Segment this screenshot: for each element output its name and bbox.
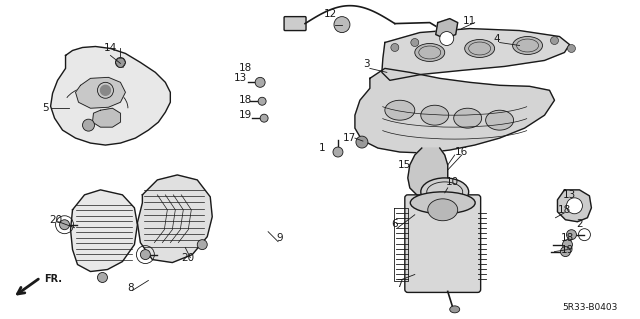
- Circle shape: [334, 17, 350, 33]
- Ellipse shape: [513, 37, 543, 55]
- Text: 20: 20: [49, 215, 62, 225]
- Polygon shape: [557, 190, 591, 222]
- Ellipse shape: [420, 105, 449, 125]
- Circle shape: [563, 240, 572, 249]
- Text: 18: 18: [239, 63, 252, 73]
- Text: 4: 4: [493, 33, 500, 43]
- Ellipse shape: [486, 110, 513, 130]
- Ellipse shape: [428, 199, 458, 221]
- FancyBboxPatch shape: [405, 195, 481, 293]
- Text: 3: 3: [364, 59, 370, 70]
- Polygon shape: [355, 68, 554, 153]
- Ellipse shape: [415, 43, 445, 62]
- Polygon shape: [436, 19, 458, 39]
- Text: 14: 14: [104, 43, 117, 54]
- Circle shape: [97, 272, 108, 282]
- Text: 19: 19: [561, 245, 574, 255]
- Circle shape: [333, 147, 343, 157]
- Circle shape: [566, 230, 577, 240]
- Circle shape: [391, 43, 399, 51]
- Ellipse shape: [454, 108, 482, 128]
- Polygon shape: [408, 148, 448, 198]
- Text: 18: 18: [561, 233, 574, 243]
- Circle shape: [140, 249, 150, 260]
- Ellipse shape: [385, 100, 415, 120]
- Text: 5: 5: [42, 103, 49, 113]
- Circle shape: [568, 45, 575, 52]
- Ellipse shape: [465, 40, 495, 57]
- Circle shape: [561, 247, 570, 256]
- Circle shape: [356, 136, 368, 148]
- Circle shape: [440, 32, 454, 46]
- Text: 7: 7: [397, 279, 403, 289]
- Polygon shape: [76, 78, 125, 108]
- Text: 10: 10: [446, 177, 460, 187]
- Circle shape: [550, 37, 559, 45]
- Text: 6: 6: [392, 219, 398, 229]
- Text: 18: 18: [558, 205, 571, 215]
- Circle shape: [115, 57, 125, 67]
- Polygon shape: [382, 29, 570, 80]
- Text: 20: 20: [182, 253, 195, 263]
- Text: 16: 16: [455, 147, 468, 157]
- Text: 18: 18: [239, 95, 252, 105]
- Circle shape: [411, 39, 419, 47]
- Text: 1: 1: [319, 143, 325, 153]
- Polygon shape: [70, 190, 138, 271]
- Text: 12: 12: [323, 9, 337, 19]
- Text: 11: 11: [463, 16, 476, 26]
- Ellipse shape: [420, 178, 468, 206]
- Circle shape: [255, 78, 265, 87]
- Text: 9: 9: [276, 233, 284, 243]
- FancyBboxPatch shape: [284, 17, 306, 31]
- Text: 15: 15: [398, 160, 412, 170]
- Polygon shape: [93, 108, 120, 127]
- Ellipse shape: [410, 192, 475, 214]
- Text: FR.: FR.: [45, 274, 63, 285]
- Text: 19: 19: [239, 110, 252, 120]
- Ellipse shape: [450, 306, 460, 313]
- Circle shape: [197, 240, 207, 249]
- Circle shape: [260, 114, 268, 122]
- Text: 2: 2: [576, 219, 583, 229]
- Circle shape: [60, 220, 70, 230]
- Text: 13: 13: [563, 190, 576, 200]
- Text: 17: 17: [343, 133, 356, 143]
- Circle shape: [83, 119, 95, 131]
- Circle shape: [566, 198, 582, 214]
- Circle shape: [100, 85, 111, 95]
- Circle shape: [258, 97, 266, 105]
- Polygon shape: [138, 175, 212, 263]
- Text: 5R33-B0403: 5R33-B0403: [562, 303, 618, 312]
- Text: 13: 13: [234, 73, 247, 83]
- Polygon shape: [51, 47, 170, 145]
- Text: 8: 8: [127, 284, 134, 293]
